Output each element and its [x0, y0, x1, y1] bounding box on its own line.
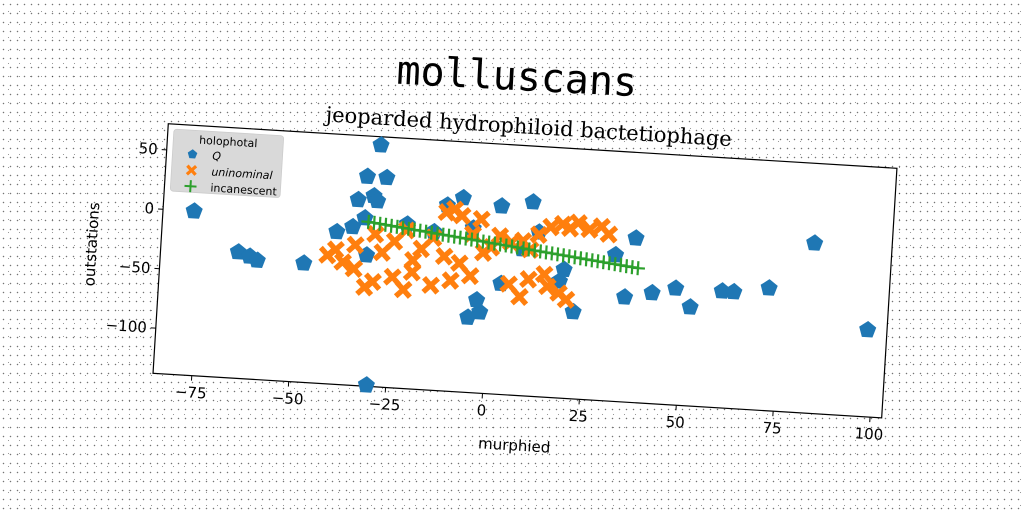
y-tick-label: −100: [105, 316, 147, 336]
data-point: [599, 224, 619, 244]
data-point: [519, 270, 538, 289]
x-tick-label: −25: [368, 395, 401, 415]
legend-label: Q: [212, 150, 222, 164]
data-point: [385, 232, 404, 251]
data-point: [359, 167, 377, 185]
data-point: [859, 320, 877, 338]
data-point: [346, 235, 365, 255]
data-point: [333, 252, 352, 272]
data-point: [580, 220, 600, 239]
x-tick-label: 50: [665, 413, 685, 432]
data-point: [450, 253, 469, 273]
legend-entry: Q: [187, 149, 222, 164]
data-point: [713, 282, 731, 299]
chart-marks: [185, 136, 877, 393]
figure-suptitle: molluscans: [395, 48, 638, 107]
data-point: [460, 266, 480, 286]
x-tick-label: 0: [476, 401, 487, 420]
data-point: [452, 206, 472, 225]
data-point: [534, 265, 554, 284]
data-point: [454, 188, 472, 206]
data-point: [349, 190, 367, 208]
data-point: [185, 202, 203, 219]
x-axis-label: murphied: [478, 434, 551, 456]
legend-title: holophotal: [199, 134, 258, 151]
data-point: [378, 168, 396, 186]
data-point: [667, 279, 685, 296]
data-point: [806, 234, 824, 251]
x-tick-label: −50: [271, 389, 304, 409]
y-tick-label: −50: [118, 257, 151, 277]
legend-marker: [184, 180, 197, 193]
x-tick-label: −75: [174, 383, 207, 403]
data-point: [541, 217, 561, 237]
data-point: [760, 279, 778, 296]
data-point: [295, 254, 313, 271]
data-point: [564, 302, 582, 320]
legend-label: incanescent: [210, 181, 278, 198]
legend-marker: [185, 164, 198, 176]
data-point: [402, 262, 422, 282]
data-point: [538, 277, 557, 296]
legend-entry: uninominal: [185, 164, 273, 182]
data-point: [725, 282, 743, 300]
data-point: [556, 290, 576, 309]
data-point: [524, 193, 542, 210]
data-point: [569, 213, 588, 233]
legend-marker: [187, 149, 198, 159]
data-point: [437, 203, 457, 222]
data-point: [441, 271, 460, 290]
x-tick-label: 25: [568, 407, 588, 426]
legend-box: [169, 128, 284, 198]
data-point: [393, 280, 413, 299]
data-point: [627, 229, 645, 246]
series-incanescent: [361, 214, 646, 276]
data-point: [472, 209, 491, 229]
y-tick-label: 50: [138, 139, 158, 158]
data-point: [493, 197, 511, 214]
data-point: [372, 243, 392, 262]
data-point: [459, 308, 477, 325]
data-point: [344, 217, 362, 235]
data-point: [510, 287, 529, 307]
data-point: [607, 245, 625, 263]
y-tick-label: 0: [144, 199, 155, 218]
series-uninominal: [318, 199, 619, 309]
data-point: [421, 275, 441, 295]
legend-entry: incanescent: [184, 180, 278, 199]
data-point: [681, 298, 699, 315]
data-point: [344, 259, 364, 278]
data-point: [499, 274, 518, 294]
y-axis-label: outstations: [80, 202, 103, 287]
axis-ticks: −75 −50 −25 0 25 50 75 100 50 0 −50 −100: [105, 139, 884, 444]
data-point: [529, 225, 549, 244]
data-point: [555, 260, 573, 278]
plot-area: [152, 123, 898, 419]
axes: jeoparded hydrophiloid bactetiophage −75…: [80, 102, 898, 457]
data-point: [434, 247, 454, 266]
x-tick-label: 75: [762, 419, 782, 438]
data-point: [357, 376, 375, 393]
data-point: [248, 251, 266, 268]
data-point: [616, 288, 634, 305]
data-point: [468, 291, 486, 308]
x-tick-label: 100: [854, 424, 884, 444]
data-point: [412, 239, 431, 259]
data-point: [372, 136, 390, 153]
data-point: [630, 261, 646, 276]
legend-label: uninominal: [211, 165, 273, 182]
data-point: [643, 283, 661, 301]
data-point: [383, 267, 402, 287]
data-point: [326, 240, 345, 260]
data-point: [355, 277, 374, 297]
data-point: [328, 222, 346, 240]
data-point: [369, 191, 387, 209]
